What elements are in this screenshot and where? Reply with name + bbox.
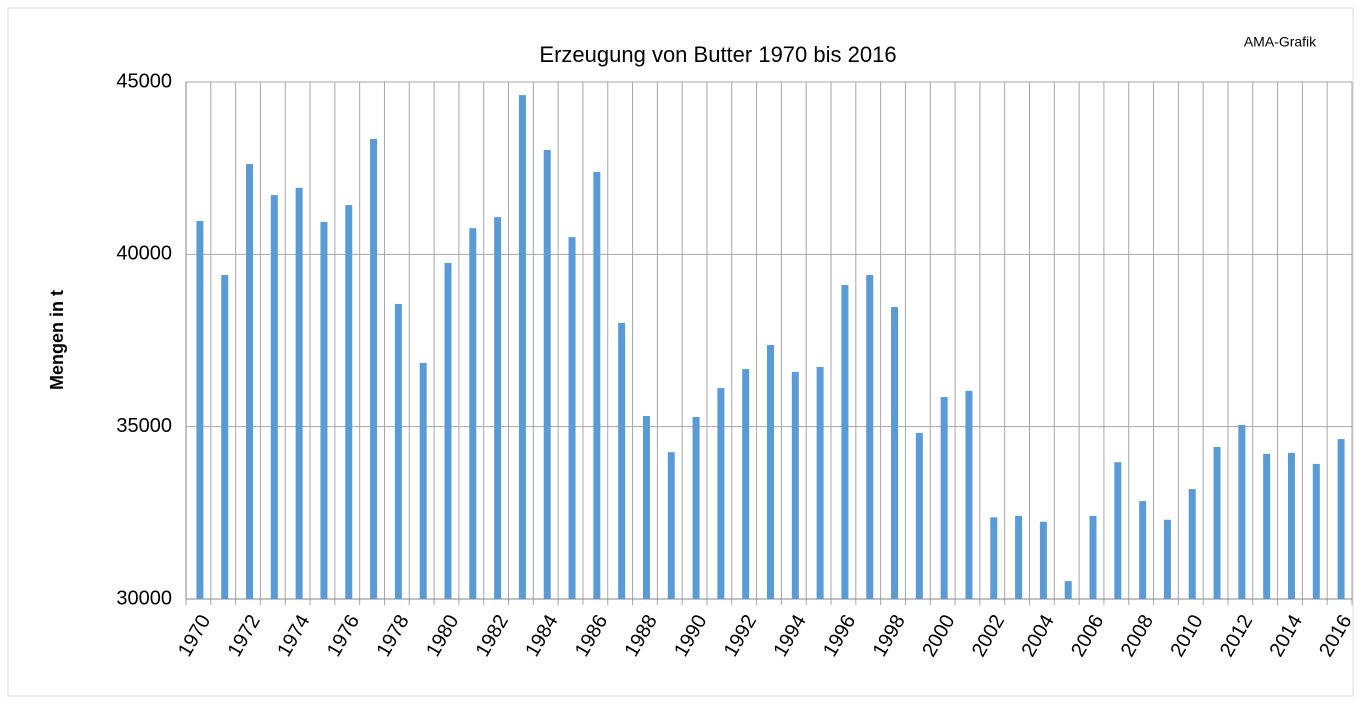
bar: [791, 371, 799, 599]
bar: [742, 369, 750, 599]
y-tick-label: 40000: [116, 243, 172, 265]
bar: [345, 205, 353, 599]
chart-border: [7, 7, 1354, 697]
bar: [915, 432, 923, 599]
y-tick-label: 30000: [116, 587, 172, 609]
bar: [667, 452, 675, 599]
bar: [1015, 515, 1023, 599]
bar: [940, 397, 948, 599]
bar: [394, 303, 402, 599]
bar: [717, 388, 725, 599]
bar: [568, 237, 576, 599]
bar: [469, 228, 477, 599]
y-tick-label: 35000: [116, 415, 172, 437]
bar: [1114, 462, 1122, 599]
bar: [1213, 447, 1221, 599]
bar: [866, 275, 874, 599]
bar: [767, 344, 774, 599]
bar: [1337, 439, 1345, 599]
bar: [692, 417, 700, 599]
bar: [1163, 519, 1171, 599]
bar: [370, 138, 378, 599]
bar: [816, 367, 824, 599]
bar: [196, 220, 204, 599]
source-label: AMA-Grafik: [1244, 34, 1317, 50]
chart-title: Erzeugung von Butter 1970 bis 2016: [539, 42, 896, 67]
bar: [1039, 521, 1047, 599]
bar: [270, 195, 278, 599]
bar: [221, 275, 229, 599]
bar: [518, 95, 526, 599]
bar: [543, 149, 551, 599]
bar: [642, 415, 650, 599]
bar: [295, 187, 303, 599]
y-tick-label: 45000: [116, 70, 172, 92]
bar: [1064, 581, 1072, 599]
bar: [1089, 515, 1097, 599]
bar: [1188, 489, 1196, 599]
bar: [1139, 501, 1147, 599]
bar: [1238, 424, 1246, 599]
bar: [841, 285, 849, 599]
bar: [1263, 453, 1271, 599]
bar: [1287, 452, 1295, 599]
bar: [990, 517, 998, 599]
bar: [419, 362, 427, 599]
bar: [444, 262, 452, 599]
bar: [494, 217, 502, 600]
bar: [593, 171, 601, 599]
bar: [618, 322, 626, 599]
bar: [246, 164, 254, 599]
bar: [965, 390, 973, 599]
bar: [891, 307, 899, 599]
bar: [1312, 463, 1320, 599]
y-axis-label: Mengen in t: [47, 290, 67, 390]
bar: [320, 221, 328, 599]
